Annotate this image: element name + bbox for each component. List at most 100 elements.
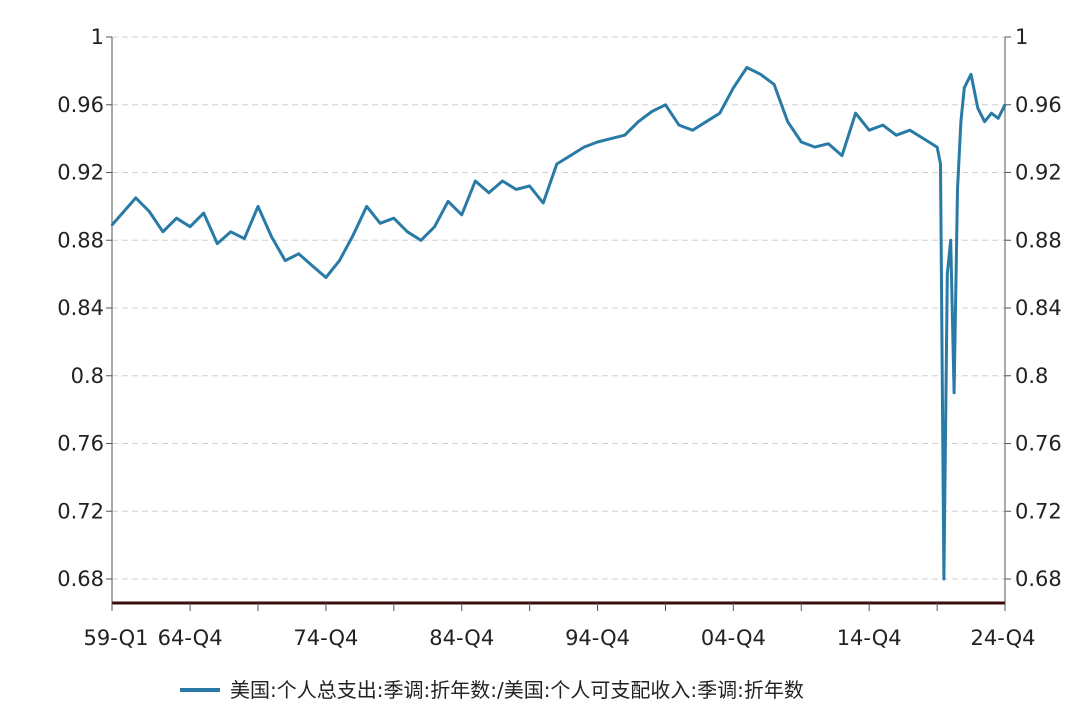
data-point bbox=[338, 259, 341, 262]
data-point bbox=[854, 112, 857, 115]
data-point bbox=[813, 145, 817, 149]
data-point bbox=[175, 217, 178, 220]
data-point bbox=[311, 264, 314, 267]
x-tick-label: 94-Q4 bbox=[565, 626, 630, 650]
data-point bbox=[229, 230, 232, 233]
data-point bbox=[935, 145, 939, 149]
data-point bbox=[691, 129, 694, 132]
data-point bbox=[718, 112, 721, 115]
data-point bbox=[365, 205, 368, 208]
data-point bbox=[881, 123, 884, 127]
y-tick-label-right: 1 bbox=[1015, 25, 1028, 49]
x-tick-label: 64-Q4 bbox=[158, 626, 223, 650]
y-tick-label-left: 0.84 bbox=[57, 296, 104, 320]
data-point bbox=[946, 272, 949, 276]
data-point bbox=[942, 577, 946, 581]
data-point bbox=[827, 142, 830, 145]
data-point bbox=[406, 230, 409, 233]
data-point bbox=[800, 140, 803, 144]
data-point bbox=[969, 73, 973, 76]
data-point bbox=[990, 112, 993, 115]
legend-label: 美国:个人总支出:季调:折年数:/美国:个人可支配收入:季调:折年数 bbox=[230, 678, 804, 702]
data-point bbox=[161, 230, 165, 233]
axes: 1 1 0.96 0.96 0.92 0.92 0.88 0.88 0.84 0.84 0.8 0.8… bbox=[57, 25, 1062, 650]
data-point bbox=[256, 205, 260, 208]
data-point bbox=[983, 120, 986, 123]
y-tick-label-left: 0.68 bbox=[57, 567, 104, 591]
data-point bbox=[446, 200, 450, 203]
data-point bbox=[609, 137, 613, 140]
y-tick-label-right: 0.88 bbox=[1015, 228, 1062, 252]
data-point bbox=[134, 196, 137, 200]
data-point bbox=[379, 222, 382, 225]
data-point bbox=[1003, 103, 1007, 107]
data-point bbox=[623, 134, 626, 137]
data-point bbox=[582, 145, 586, 149]
legend: 美国:个人总支出:季调:折年数:/美国:个人可支配收入:季调:折年数 bbox=[180, 678, 804, 702]
data-point bbox=[976, 106, 979, 110]
x-tick-label: 14-Q4 bbox=[837, 626, 902, 650]
data-point bbox=[786, 120, 789, 123]
data-point bbox=[569, 154, 572, 157]
y-tick-label-right: 0.72 bbox=[1015, 499, 1062, 523]
data-point bbox=[959, 120, 963, 123]
data-point bbox=[759, 73, 762, 76]
data-point bbox=[555, 162, 558, 166]
data-point bbox=[419, 239, 423, 242]
data-point bbox=[922, 137, 925, 140]
data-point bbox=[596, 140, 599, 144]
data-point bbox=[908, 129, 912, 132]
y-tick-label-left: 1 bbox=[91, 25, 104, 49]
y-tick-label-right: 0.76 bbox=[1015, 432, 1062, 456]
x-tick-label: 24-Q4 bbox=[971, 626, 1036, 650]
y-tick-label-left: 0.92 bbox=[57, 161, 104, 185]
data-point bbox=[351, 234, 355, 237]
data-point bbox=[460, 213, 463, 216]
data-point bbox=[324, 276, 328, 279]
data-point bbox=[997, 117, 1000, 120]
y-tick-label-left: 0.72 bbox=[57, 499, 104, 523]
data-point bbox=[392, 217, 395, 220]
data-point bbox=[963, 86, 966, 90]
data-point bbox=[528, 184, 531, 188]
data-point bbox=[542, 201, 545, 205]
data-point bbox=[895, 134, 898, 137]
x-tick-label: 59-Q1 bbox=[84, 626, 149, 650]
y-tick-label-right: 0.96 bbox=[1015, 93, 1062, 117]
y-tick-label-left: 0.76 bbox=[57, 432, 104, 456]
y-tick-label-right: 0.84 bbox=[1015, 296, 1062, 320]
data-point bbox=[243, 237, 246, 240]
grid-lines bbox=[112, 36, 1005, 580]
data-point bbox=[650, 110, 654, 113]
series-line bbox=[110, 66, 1007, 581]
x-tick-label: 84-Q4 bbox=[429, 626, 494, 650]
y-tick-label-left: 0.8 bbox=[71, 364, 104, 388]
data-point bbox=[840, 154, 844, 157]
x-tick-label: 04-Q4 bbox=[701, 626, 766, 650]
data-point bbox=[952, 391, 956, 394]
data-point bbox=[745, 66, 749, 69]
data-point bbox=[514, 188, 518, 191]
data-point bbox=[732, 86, 735, 90]
data-point bbox=[487, 191, 491, 194]
data-point bbox=[216, 242, 219, 245]
data-point bbox=[772, 83, 776, 86]
data-point bbox=[270, 235, 273, 239]
y-tick-label-right: 0.68 bbox=[1015, 567, 1062, 591]
data-point bbox=[956, 188, 959, 191]
y-tick-label-left: 0.96 bbox=[57, 93, 104, 117]
data-point bbox=[110, 223, 114, 227]
y-tick-label-right: 0.92 bbox=[1015, 161, 1062, 185]
data-point bbox=[501, 179, 504, 183]
data-point bbox=[868, 129, 871, 132]
data-point bbox=[284, 259, 287, 262]
x-tick-label: 74-Q4 bbox=[293, 626, 358, 650]
data-point bbox=[297, 252, 300, 255]
data-point bbox=[202, 211, 205, 215]
data-point bbox=[677, 123, 681, 127]
data-point bbox=[949, 239, 952, 242]
y-tick-label-right: 0.8 bbox=[1015, 364, 1048, 388]
data-point bbox=[474, 179, 477, 183]
